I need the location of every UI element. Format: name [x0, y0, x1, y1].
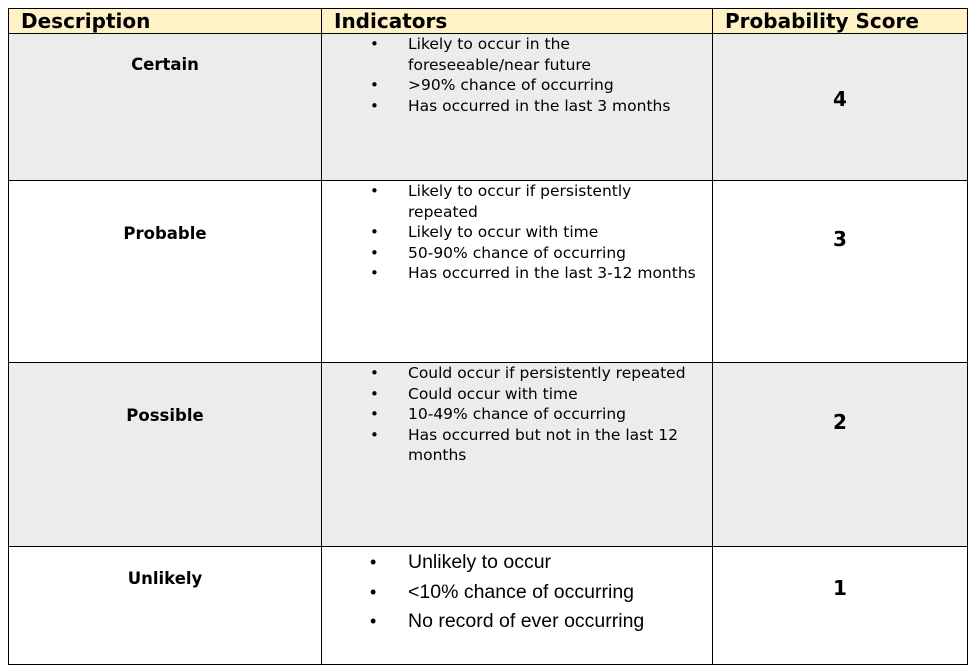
list-item: • Has occurred in the last 3 months [322, 96, 712, 117]
table-row: Certain • Likely to occur in the foreseea… [8, 33, 968, 181]
bullet-icon: • [370, 384, 379, 403]
list-item: • 10-49% chance of occurring [322, 404, 712, 425]
table-row: Possible • Could occur if persistently re… [8, 362, 968, 547]
bullet-icon: • [370, 96, 379, 115]
indicator-text: Could occur if persistently repeated [408, 364, 686, 382]
indicator-text: Has occurred in the last 3-12 months [408, 264, 696, 282]
indicator-text: Unlikely to occur [408, 551, 552, 573]
probability-score-table: Description Indicators Probability Score… [8, 8, 968, 665]
row-indicators: • Could occur if persistently repeated • C… [321, 362, 713, 547]
table-row: Probable • Likely to occur if persistentl… [8, 180, 968, 363]
list-item: • Could occur with time [322, 384, 712, 405]
row-description: Certain [8, 33, 322, 181]
indicator-text: Likely to occur with time [408, 223, 599, 241]
list-item: • Has occurred in the last 3-12 months [322, 263, 712, 284]
list-item: • 50-90% chance of occurring [322, 243, 712, 264]
indicator-text: 50-90% chance of occurring [408, 243, 627, 262]
row-description: Possible [8, 362, 322, 547]
bullet-icon: • [370, 223, 379, 241]
indicator-text: Likely to occur if persistently repeated [408, 182, 632, 221]
bullet-icon: • [370, 611, 377, 631]
bullet-icon: • [370, 76, 379, 94]
list-item: • <10% chance of occurring [322, 578, 712, 608]
row-score: 4 [712, 33, 968, 181]
row-indicators: • Unlikely to occur • <10% chance of occur… [321, 546, 713, 665]
indicator-text: Has occurred but not in the last 12 mont… [408, 425, 678, 465]
header-probability-score: Probability Score [712, 8, 968, 34]
row-indicators: • Likely to occur if persistently repeate… [321, 180, 713, 363]
indicator-text: >90% chance of occurring [408, 76, 614, 94]
row-score: 3 [712, 180, 968, 363]
row-description: Unlikely [8, 546, 322, 665]
bullet-icon: • [370, 264, 379, 282]
row-description: Probable [8, 180, 322, 363]
row-score: 1 [712, 546, 968, 665]
bullet-icon: • [370, 581, 377, 602]
list-item: • Likely to occur in the foreseeable/near… [322, 34, 712, 75]
header-indicators: Indicators [321, 8, 713, 34]
bullet-icon: • [370, 35, 379, 53]
list-item: • No record of ever occurring [322, 607, 712, 637]
table-row: Unlikely • Unlikely to occur • <10% chance… [8, 546, 968, 665]
bullet-icon: • [370, 552, 377, 572]
indicator-text: No record of ever occurring [408, 610, 645, 632]
bullet-icon: • [370, 182, 379, 200]
probability-table-container: Description Indicators Probability Score… [8, 8, 968, 665]
indicator-list: • Could occur if persistently repeated • C… [322, 363, 712, 466]
indicator-text: Could occur with time [408, 384, 578, 403]
indicator-text: Has occurred in the last 3 months [408, 96, 671, 115]
row-score: 2 [712, 362, 968, 547]
list-item: • Likely to occur if persistently repeate… [322, 181, 712, 222]
list-item: • Could occur if persistently repeated [322, 363, 712, 384]
indicator-text: Likely to occur in the foreseeable/near … [408, 35, 591, 74]
list-item: • Unlikely to occur [322, 548, 712, 578]
row-indicators: • Likely to occur in the foreseeable/near… [321, 33, 713, 181]
table-header-row: Description Indicators Probability Score [8, 8, 968, 34]
bullet-icon: • [370, 364, 379, 382]
bullet-icon: • [370, 243, 379, 262]
bullet-icon: • [370, 425, 379, 444]
indicator-text: <10% chance of occurring [408, 580, 635, 603]
indicator-list: • Likely to occur if persistently repeate… [322, 181, 712, 284]
indicator-text: 10-49% chance of occurring [408, 405, 627, 423]
bullet-icon: • [370, 405, 379, 423]
list-item: • Likely to occur with time [322, 222, 712, 243]
indicator-list: • Likely to occur in the foreseeable/near… [322, 34, 712, 116]
list-item: • Has occurred but not in the last 12 mon… [322, 425, 712, 466]
list-item: • >90% chance of occurring [322, 75, 712, 96]
indicator-list: • Unlikely to occur • <10% chance of occur… [322, 547, 712, 637]
header-description: Description [8, 8, 322, 34]
